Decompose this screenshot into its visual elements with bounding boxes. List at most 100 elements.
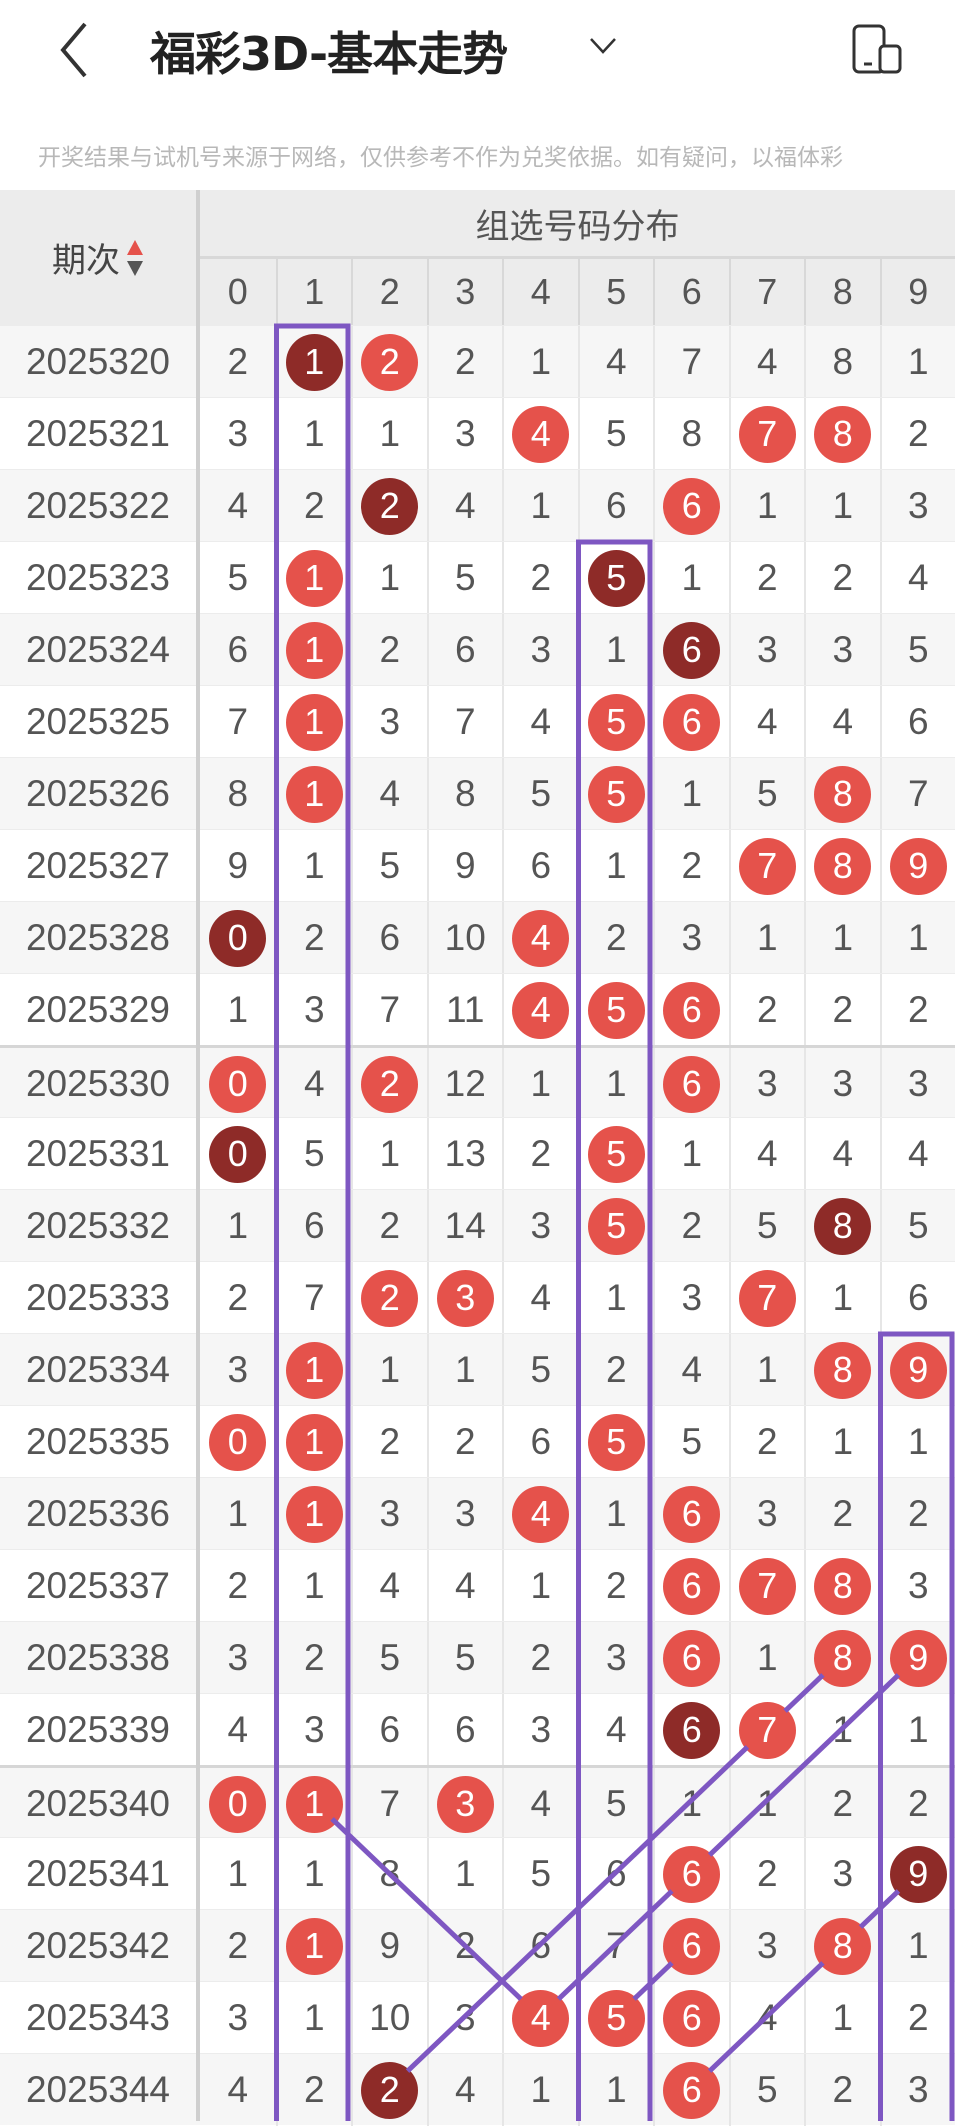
miss-count-cell: 1 — [427, 1838, 503, 1910]
hit-cell: 6 — [653, 1550, 729, 1622]
drawn-number-ball: 5 — [588, 1414, 645, 1471]
drawn-number-ball: 8 — [814, 1918, 871, 1975]
miss-count-cell: 7 — [653, 326, 729, 398]
hit-cell: 6 — [653, 2054, 729, 2126]
drawn-number-ball: 5 — [588, 982, 645, 1039]
drawn-number-ball: 1 — [286, 1776, 343, 1833]
miss-count-cell: 4 — [578, 1694, 654, 1766]
miss-count-cell: 3 — [276, 1694, 352, 1766]
miss-count-cell: 7 — [880, 758, 955, 830]
drawn-number-ball: 5 — [588, 1198, 645, 1255]
hit-cell: 0 — [200, 902, 276, 974]
miss-count-cell: 2 — [653, 830, 729, 902]
hit-cell: 2 — [351, 1048, 427, 1120]
digit-header-3: 3 — [427, 259, 503, 325]
device-rotate-icon[interactable] — [850, 22, 905, 77]
hit-cell: 1 — [276, 758, 352, 830]
repeat-number-ball: 2 — [361, 2062, 418, 2119]
miss-count-cell: 1 — [502, 2054, 578, 2126]
sort-icon[interactable] — [126, 238, 144, 278]
hit-cell: 7 — [729, 398, 805, 470]
miss-count-cell: 1 — [351, 1118, 427, 1190]
miss-count-cell: 6 — [427, 614, 503, 686]
period-cell: 2025325 — [0, 686, 196, 758]
period-header[interactable]: 期次 — [0, 190, 196, 325]
miss-count-cell: 4 — [502, 686, 578, 758]
miss-count-cell: 3 — [804, 1838, 880, 1910]
miss-count-cell: 2 — [729, 974, 805, 1046]
miss-count-cell: 2 — [578, 1334, 654, 1406]
period-cell: 2025323 — [0, 542, 196, 614]
drawn-number-ball: 5 — [588, 766, 645, 823]
miss-count-cell: 7 — [351, 1768, 427, 1840]
miss-count-cell: 3 — [351, 686, 427, 758]
repeat-number-ball: 9 — [890, 1846, 947, 1903]
miss-count-cell: 5 — [880, 614, 955, 686]
miss-count-cell: 1 — [578, 2054, 654, 2126]
miss-count-cell: 1 — [653, 1768, 729, 1840]
miss-count-cell: 1 — [653, 758, 729, 830]
repeat-number-ball: 8 — [814, 1198, 871, 1255]
hit-cell: 5 — [578, 758, 654, 830]
miss-count-cell: 3 — [200, 398, 276, 470]
top-bar: 福彩3D-基本走势 — [0, 0, 955, 110]
drawn-number-ball: 4 — [512, 1486, 569, 1543]
hit-cell: 8 — [804, 758, 880, 830]
drawn-number-ball: 0 — [209, 1056, 266, 1113]
hit-cell: 6 — [653, 974, 729, 1046]
miss-count-cell: 5 — [578, 1768, 654, 1840]
miss-count-cell: 1 — [880, 902, 955, 974]
miss-count-cell: 1 — [578, 614, 654, 686]
period-cell: 2025336 — [0, 1478, 196, 1550]
miss-count-cell: 13 — [427, 1118, 503, 1190]
miss-count-cell: 4 — [729, 686, 805, 758]
hit-cell: 6 — [653, 614, 729, 686]
miss-count-cell: 8 — [351, 1838, 427, 1910]
miss-count-cell: 6 — [578, 470, 654, 542]
period-cell: 2025320 — [0, 326, 196, 398]
miss-count-cell: 4 — [502, 1262, 578, 1334]
drawn-number-ball: 0 — [209, 1776, 266, 1833]
drawn-number-ball: 2 — [361, 334, 418, 391]
digit-header-7: 7 — [729, 259, 805, 325]
miss-count-cell: 4 — [427, 1550, 503, 1622]
hit-cell: 5 — [578, 542, 654, 614]
miss-count-cell: 6 — [351, 902, 427, 974]
miss-count-cell: 3 — [502, 614, 578, 686]
hit-cell: 6 — [653, 686, 729, 758]
digit-header-4: 4 — [502, 259, 578, 325]
drawn-number-ball: 6 — [663, 1558, 720, 1615]
drawn-number-ball: 4 — [512, 406, 569, 463]
chevron-down-icon[interactable] — [588, 30, 618, 60]
drawn-number-ball: 1 — [286, 550, 343, 607]
chevron-left-icon[interactable] — [55, 20, 95, 80]
miss-count-cell: 5 — [427, 542, 503, 614]
miss-count-cell: 3 — [653, 902, 729, 974]
miss-count-cell: 4 — [578, 326, 654, 398]
drawn-number-ball: 6 — [663, 478, 720, 535]
hit-cell: 3 — [427, 1262, 503, 1334]
drawn-number-ball: 8 — [814, 1558, 871, 1615]
digit-header-0: 0 — [200, 259, 276, 325]
miss-count-cell: 3 — [880, 1550, 955, 1622]
hit-cell: 8 — [804, 1550, 880, 1622]
miss-count-cell: 3 — [653, 1262, 729, 1334]
drawn-number-ball: 6 — [663, 2062, 720, 2119]
drawn-number-ball: 6 — [663, 1630, 720, 1687]
miss-count-cell: 6 — [502, 830, 578, 902]
miss-count-cell: 6 — [502, 1406, 578, 1478]
miss-count-cell: 4 — [276, 1048, 352, 1120]
hit-cell: 6 — [653, 1478, 729, 1550]
hit-cell: 6 — [653, 470, 729, 542]
drawn-number-ball: 1 — [286, 622, 343, 679]
hit-cell: 4 — [502, 1982, 578, 2054]
hit-cell: 7 — [729, 1262, 805, 1334]
hit-cell: 6 — [653, 1048, 729, 1120]
